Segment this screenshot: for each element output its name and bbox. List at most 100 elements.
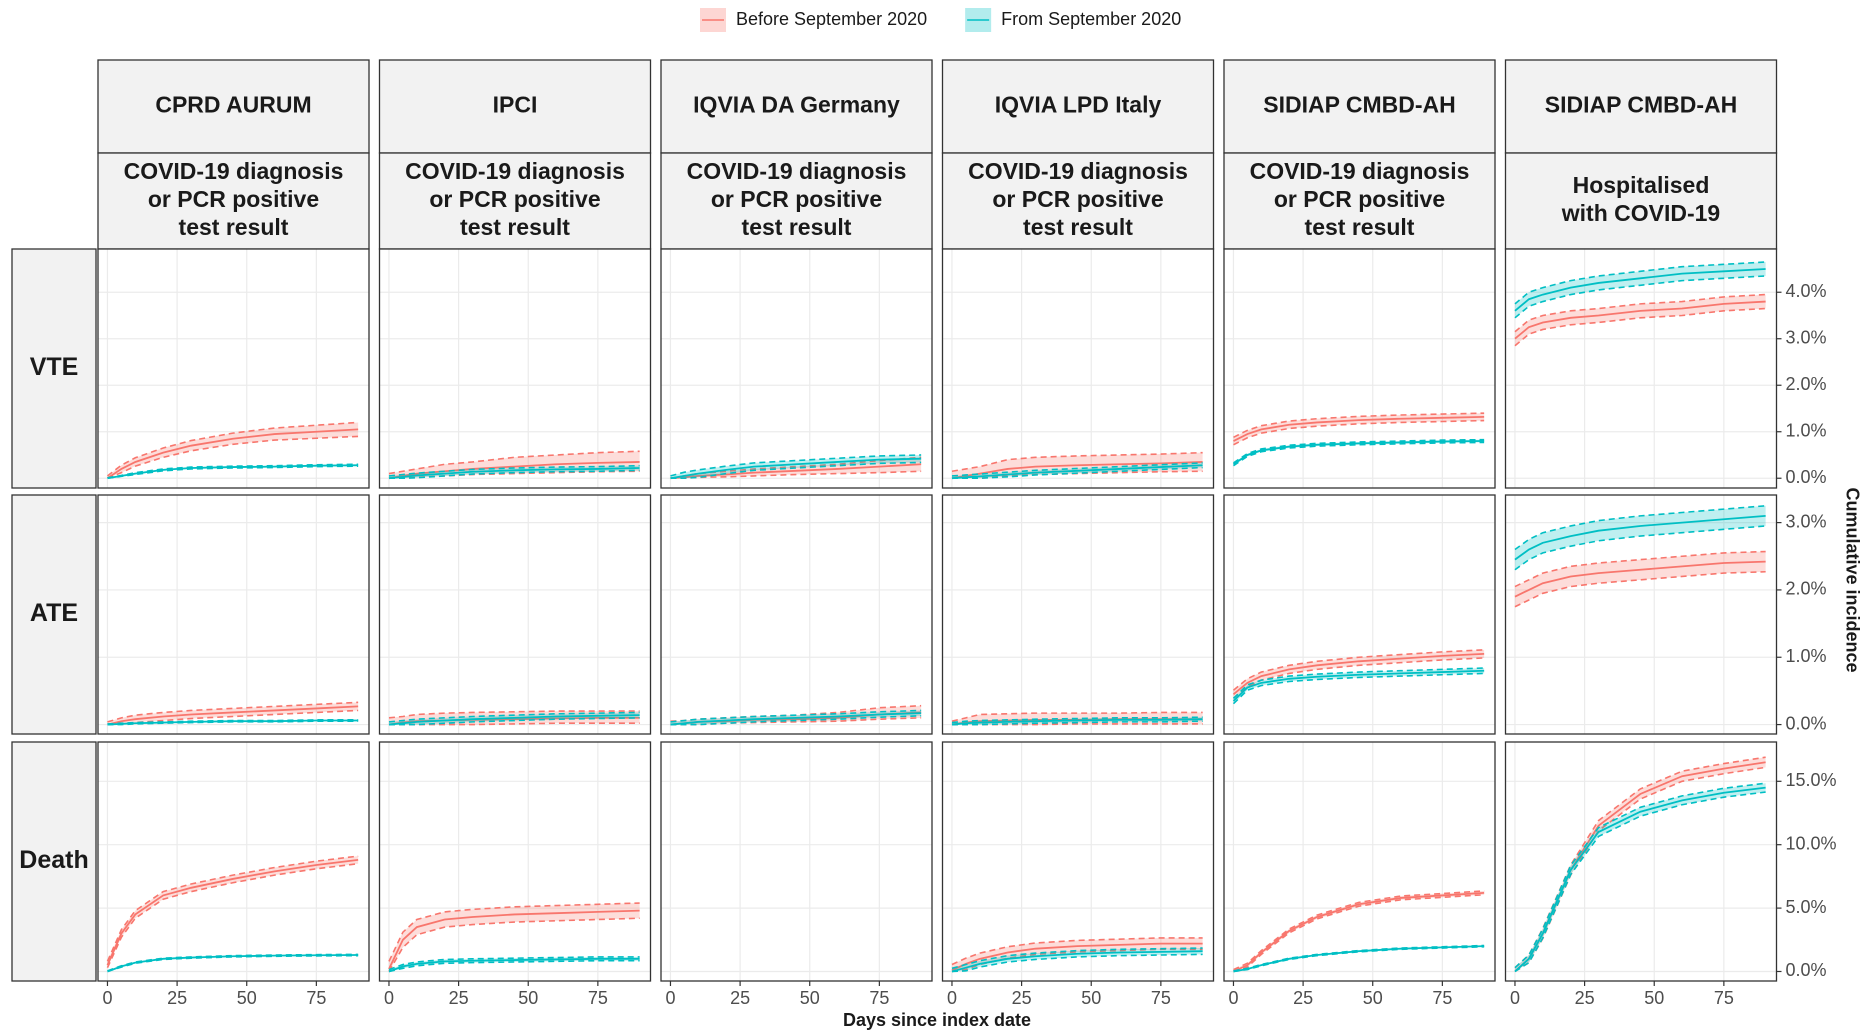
x-tick-label: 25 xyxy=(730,988,750,1008)
ci-lower xyxy=(388,722,640,726)
x-tick-label: 50 xyxy=(518,988,538,1008)
line xyxy=(106,428,359,479)
x-tick-label: 0 xyxy=(947,988,957,1008)
strip-label: COVID-19 diagnosis xyxy=(1250,158,1470,184)
strip-label: CPRD AURUM xyxy=(155,92,311,118)
line xyxy=(670,457,922,480)
strip xyxy=(97,152,370,250)
ci-ribbon xyxy=(388,903,640,972)
line xyxy=(1233,945,1485,973)
strip-label: COVID-19 diagnosis xyxy=(124,158,344,184)
ci-lower xyxy=(951,953,1203,973)
ci-upper xyxy=(1514,293,1766,333)
panel-border xyxy=(378,248,652,489)
y-tick-label: 3.0% xyxy=(1786,511,1827,531)
line xyxy=(951,942,1203,972)
ci-ribbon xyxy=(107,702,359,725)
strip xyxy=(97,59,370,154)
x-tick-label: 75 xyxy=(1151,988,1171,1008)
y-tick-label: 1.0% xyxy=(1786,646,1827,666)
ci-lower xyxy=(1514,275,1766,319)
x-tick-label: 50 xyxy=(1081,988,1101,1008)
legend-label: Before September 2020 xyxy=(736,9,927,29)
strip xyxy=(660,152,933,250)
ci-ribbon xyxy=(1514,262,1766,318)
x-axis-title: Days since index date xyxy=(843,1010,1031,1030)
panel-border xyxy=(1223,494,1496,735)
x-tick-label: 75 xyxy=(1714,988,1734,1008)
panel xyxy=(942,495,1214,734)
y-tick-label: 2.0% xyxy=(1786,579,1827,599)
ci-upper xyxy=(1233,412,1485,439)
ci-upper xyxy=(1514,756,1766,969)
panel-border xyxy=(660,248,933,489)
ci-upper xyxy=(670,709,922,723)
ci-upper xyxy=(106,855,359,962)
strip xyxy=(378,59,652,154)
strip-label: SIDIAP CMBD-AH xyxy=(1545,92,1738,118)
line xyxy=(670,463,922,480)
panel-border xyxy=(941,494,1215,735)
row-strip xyxy=(11,494,97,735)
x-tick-label: 75 xyxy=(869,988,889,1008)
panel-border xyxy=(378,741,652,982)
line xyxy=(1232,652,1485,695)
strip-label: or PCR positive xyxy=(711,186,882,212)
line xyxy=(951,950,1203,973)
y-tick-label: 3.0% xyxy=(1786,327,1827,347)
legend-label: From September 2020 xyxy=(1001,9,1181,29)
panel xyxy=(379,742,651,981)
x-tick-label: 25 xyxy=(167,988,187,1008)
line xyxy=(1514,300,1766,340)
ci-lower xyxy=(107,709,359,726)
ci-lower xyxy=(951,466,1203,480)
line xyxy=(107,464,359,480)
ci-lower xyxy=(1514,307,1766,347)
y-tick-label: 5.0% xyxy=(1786,897,1827,917)
line xyxy=(107,719,359,726)
strip-label: test result xyxy=(460,214,570,240)
ci-ribbon xyxy=(951,948,1203,972)
panel-border xyxy=(1223,248,1496,489)
strip-label: COVID-19 diagnosis xyxy=(687,158,907,184)
row-label: Death xyxy=(19,846,88,874)
line xyxy=(1232,669,1485,702)
ci-upper xyxy=(951,937,1203,966)
panel xyxy=(661,249,932,488)
x-tick-label: 50 xyxy=(1644,988,1664,1008)
line xyxy=(1232,440,1485,466)
ci-upper xyxy=(106,421,359,477)
x-tick-label: 25 xyxy=(1575,988,1595,1008)
line xyxy=(1514,514,1766,561)
strip-label: IQVIA DA Germany xyxy=(693,92,900,118)
panel xyxy=(1505,249,1777,488)
ci-upper xyxy=(1514,550,1766,588)
ci-lower xyxy=(388,917,640,972)
ci-lower xyxy=(670,715,922,726)
line xyxy=(388,909,640,970)
ci-lower xyxy=(1232,672,1485,705)
line xyxy=(1514,560,1766,598)
strip-label: IQVIA LPD Italy xyxy=(995,92,1162,118)
ci-upper xyxy=(1232,649,1485,691)
ci-lower xyxy=(388,717,640,726)
panel-border xyxy=(378,494,652,735)
ci-upper xyxy=(1232,667,1485,699)
x-tick-label: 0 xyxy=(665,988,675,1008)
panel-border xyxy=(97,494,370,735)
panel-border xyxy=(660,494,933,735)
ci-upper xyxy=(107,701,359,723)
ci-upper xyxy=(388,450,640,475)
ci-lower xyxy=(1514,570,1766,608)
ci-lower xyxy=(951,723,1203,726)
ci-upper xyxy=(951,462,1203,477)
panel xyxy=(1224,742,1495,981)
strip xyxy=(1223,152,1496,250)
line xyxy=(107,705,359,726)
line xyxy=(388,957,640,973)
ci-lower xyxy=(1514,525,1766,571)
strip xyxy=(378,152,652,250)
line xyxy=(951,464,1203,480)
ci-upper xyxy=(388,710,640,719)
